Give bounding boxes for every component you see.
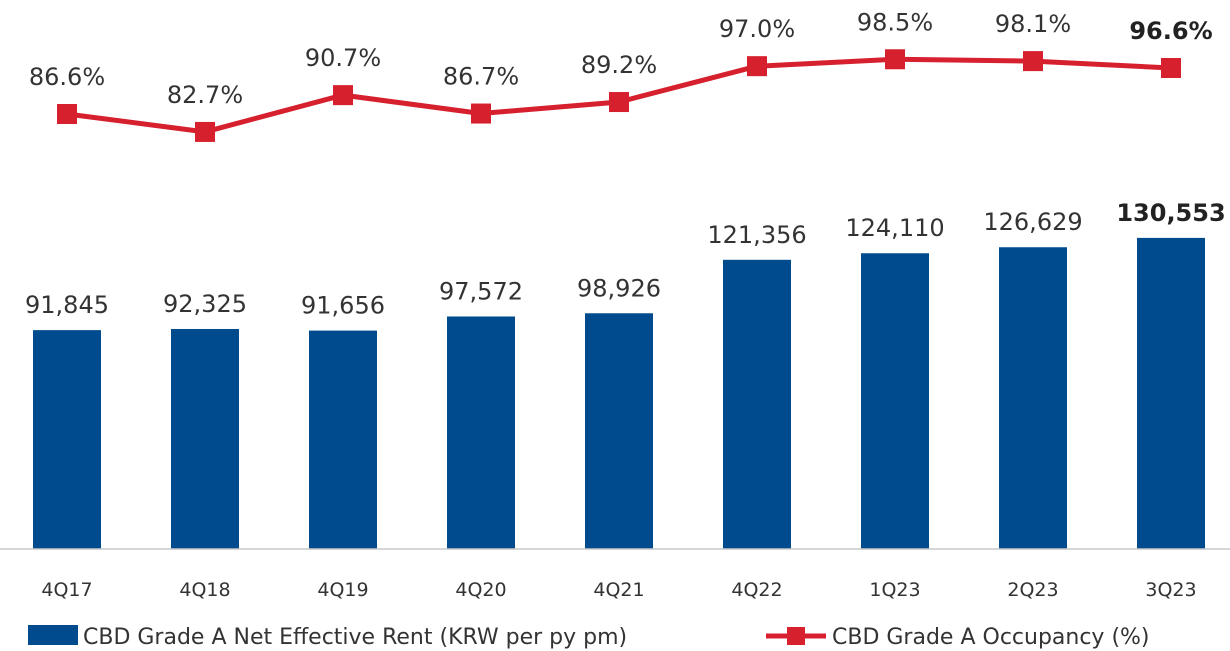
x-tick-label: 2Q23 (1007, 579, 1058, 601)
rent-bars (33, 237, 1205, 550)
x-axis-tick-labels: 4Q17 4Q18 4Q19 4Q20 4Q21 4Q22 1Q23 2Q23 3Q23 (41, 579, 1196, 601)
x-tick-label: 3Q23 (1145, 579, 1196, 601)
rent-bar (723, 259, 791, 549)
occupancy-value-label: 97.0% (719, 15, 795, 43)
x-tick-label: 4Q17 (41, 579, 92, 601)
legend-occupancy-label: CBD Grade A Occupancy (%) (832, 625, 1150, 650)
occupancy-value-label: 98.1% (995, 10, 1071, 38)
occupancy-marker (333, 85, 353, 106)
legend-rent-swatch (28, 625, 78, 645)
rent-bar (1137, 237, 1205, 549)
rent-bar (33, 330, 101, 549)
occupancy-value-label: 82.7% (167, 81, 243, 109)
rent-bar (447, 316, 515, 549)
occupancy-value-label: 90.7% (305, 44, 381, 72)
rent-value-label: 124,110 (845, 214, 944, 242)
x-tick-label: 4Q18 (179, 579, 230, 601)
occupancy-value-label: 89.2% (581, 51, 657, 79)
occupancy-marker (57, 104, 77, 124)
rent-bar (861, 253, 929, 550)
rent-value-label: 91,656 (301, 292, 385, 320)
occupancy-value-label: 86.6% (29, 63, 105, 91)
x-tick-label: 1Q23 (869, 579, 920, 601)
occupancy-marker (885, 49, 905, 70)
rent-bar (585, 313, 653, 549)
legend: CBD Grade A Net Effective Rent (KRW per … (28, 625, 1150, 650)
x-tick-label: 4Q20 (455, 579, 506, 601)
rent-value-label: 97,572 (439, 277, 523, 305)
rent-value-label: 91,845 (25, 291, 109, 319)
rent-value-labels: 91,845 92,325 91,656 97,572 98,926 121,356 124… (25, 199, 1226, 320)
occupancy-marker (1161, 58, 1181, 78)
rent-bar (171, 328, 239, 549)
legend-rent-label: CBD Grade A Net Effective Rent (KRW per … (83, 625, 627, 650)
rent-value-label: 126,629 (983, 208, 1082, 236)
occupancy-marker (1023, 51, 1043, 72)
rent-bar (309, 330, 377, 549)
occupancy-marker (471, 103, 491, 124)
rent-value-label: 98,926 (577, 274, 661, 302)
x-tick-label: 4Q19 (317, 579, 368, 601)
occupancy-marker (609, 92, 629, 113)
rent-value-label: 121,356 (707, 221, 806, 249)
legend-occupancy-marker (787, 627, 805, 645)
occupancy-marker (195, 121, 215, 142)
rent-bar (999, 247, 1067, 549)
x-tick-label: 4Q21 (593, 579, 644, 601)
occupancy-value-label: 96.6% (1129, 17, 1212, 45)
x-tick-label: 4Q22 (731, 579, 782, 601)
occupancy-marker (747, 56, 767, 77)
occupancy-markers (57, 49, 1181, 142)
rent-value-label: 130,553 (1116, 199, 1225, 227)
occupancy-value-labels: 86.6% 82.7% 90.7% 86.7% 89.2% 97.0% 98.5% 98.1%… (29, 8, 1213, 109)
rent-value-label: 92,325 (163, 290, 247, 318)
occupancy-value-label: 98.5% (857, 8, 933, 36)
occupancy-value-label: 86.7% (443, 63, 519, 91)
